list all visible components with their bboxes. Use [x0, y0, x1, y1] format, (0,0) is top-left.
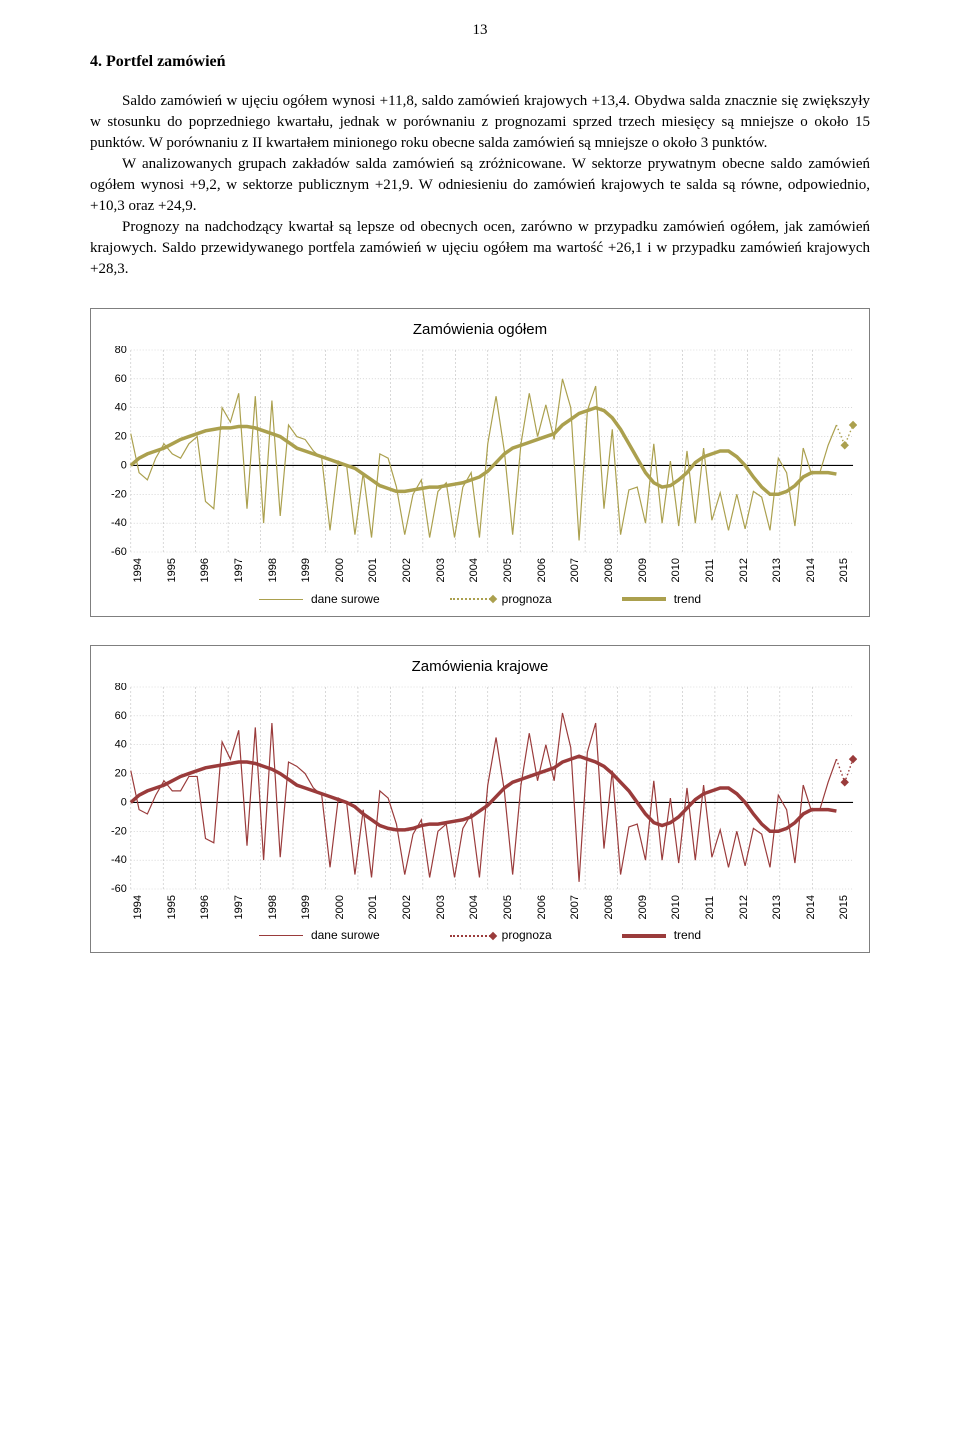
- chart-plot: 80 60 40 20 0 -20 -40 -60: [103, 346, 857, 556]
- paragraph-2: W analizowanych grupach zakładów salda z…: [90, 154, 870, 217]
- legend-label-raw: dane surowe: [311, 591, 380, 608]
- legend-label-forecast: prognoza: [502, 591, 552, 608]
- legend-swatch-raw: [259, 935, 303, 936]
- x-axis-labels: 1994199519961997199819992000200120022003…: [103, 895, 857, 919]
- svg-text:40: 40: [115, 402, 127, 414]
- svg-text:40: 40: [115, 738, 127, 750]
- legend-label-raw: dane surowe: [311, 927, 380, 944]
- chart-legend: dane surowe prognoza trend: [103, 591, 857, 608]
- legend-raw: dane surowe: [259, 927, 380, 944]
- paragraph-1: Saldo zamówień w ujęciu ogółem wynosi +1…: [90, 91, 870, 154]
- chart-title: Zamówienia krajowe: [103, 656, 857, 677]
- legend-label-forecast: prognoza: [502, 927, 552, 944]
- paragraph-3: Prognozy na nadchodzący kwartał są lepsz…: [90, 217, 870, 280]
- chart-zamowienia-krajowe: Zamówienia krajowe 80 60 40 20 0 -20 -40 -60 19…: [90, 645, 870, 953]
- svg-text:0: 0: [121, 796, 127, 808]
- svg-text:20: 20: [115, 431, 127, 443]
- chart-plot: 80 60 40 20 0 -20 -40 -60: [103, 683, 857, 893]
- svg-text:80: 80: [115, 346, 127, 356]
- svg-text:80: 80: [115, 683, 127, 693]
- legend-label-trend: trend: [674, 591, 701, 608]
- svg-text:20: 20: [115, 767, 127, 779]
- legend-raw: dane surowe: [259, 591, 380, 608]
- svg-text:-20: -20: [111, 825, 127, 837]
- legend-forecast: prognoza: [450, 591, 552, 608]
- svg-text:-60: -60: [111, 883, 127, 893]
- legend-forecast: prognoza: [450, 927, 552, 944]
- svg-text:-20: -20: [111, 489, 127, 501]
- legend-swatch-raw: [259, 599, 303, 600]
- legend-trend: trend: [622, 927, 701, 944]
- svg-text:60: 60: [115, 373, 127, 385]
- legend-swatch-forecast: [450, 598, 494, 600]
- legend-swatch-forecast: [450, 935, 494, 937]
- legend-swatch-trend: [622, 597, 666, 601]
- x-axis-labels: 1994199519961997199819992000200120022003…: [103, 558, 857, 582]
- svg-text:-60: -60: [111, 546, 127, 556]
- section-title: 4. Portfel zamówień: [90, 51, 870, 73]
- legend-label-trend: trend: [674, 927, 701, 944]
- chart-title: Zamówienia ogółem: [103, 319, 857, 340]
- legend-trend: trend: [622, 591, 701, 608]
- page-number: 13: [90, 20, 870, 41]
- svg-text:-40: -40: [111, 854, 127, 866]
- chart-zamowienia-ogolem: Zamówienia ogółem 80 60 40 20 0 -20 -40 -60 199…: [90, 308, 870, 616]
- svg-text:-40: -40: [111, 517, 127, 529]
- legend-swatch-trend: [622, 934, 666, 938]
- chart-legend: dane surowe prognoza trend: [103, 927, 857, 944]
- svg-text:0: 0: [121, 460, 127, 472]
- svg-text:60: 60: [115, 709, 127, 721]
